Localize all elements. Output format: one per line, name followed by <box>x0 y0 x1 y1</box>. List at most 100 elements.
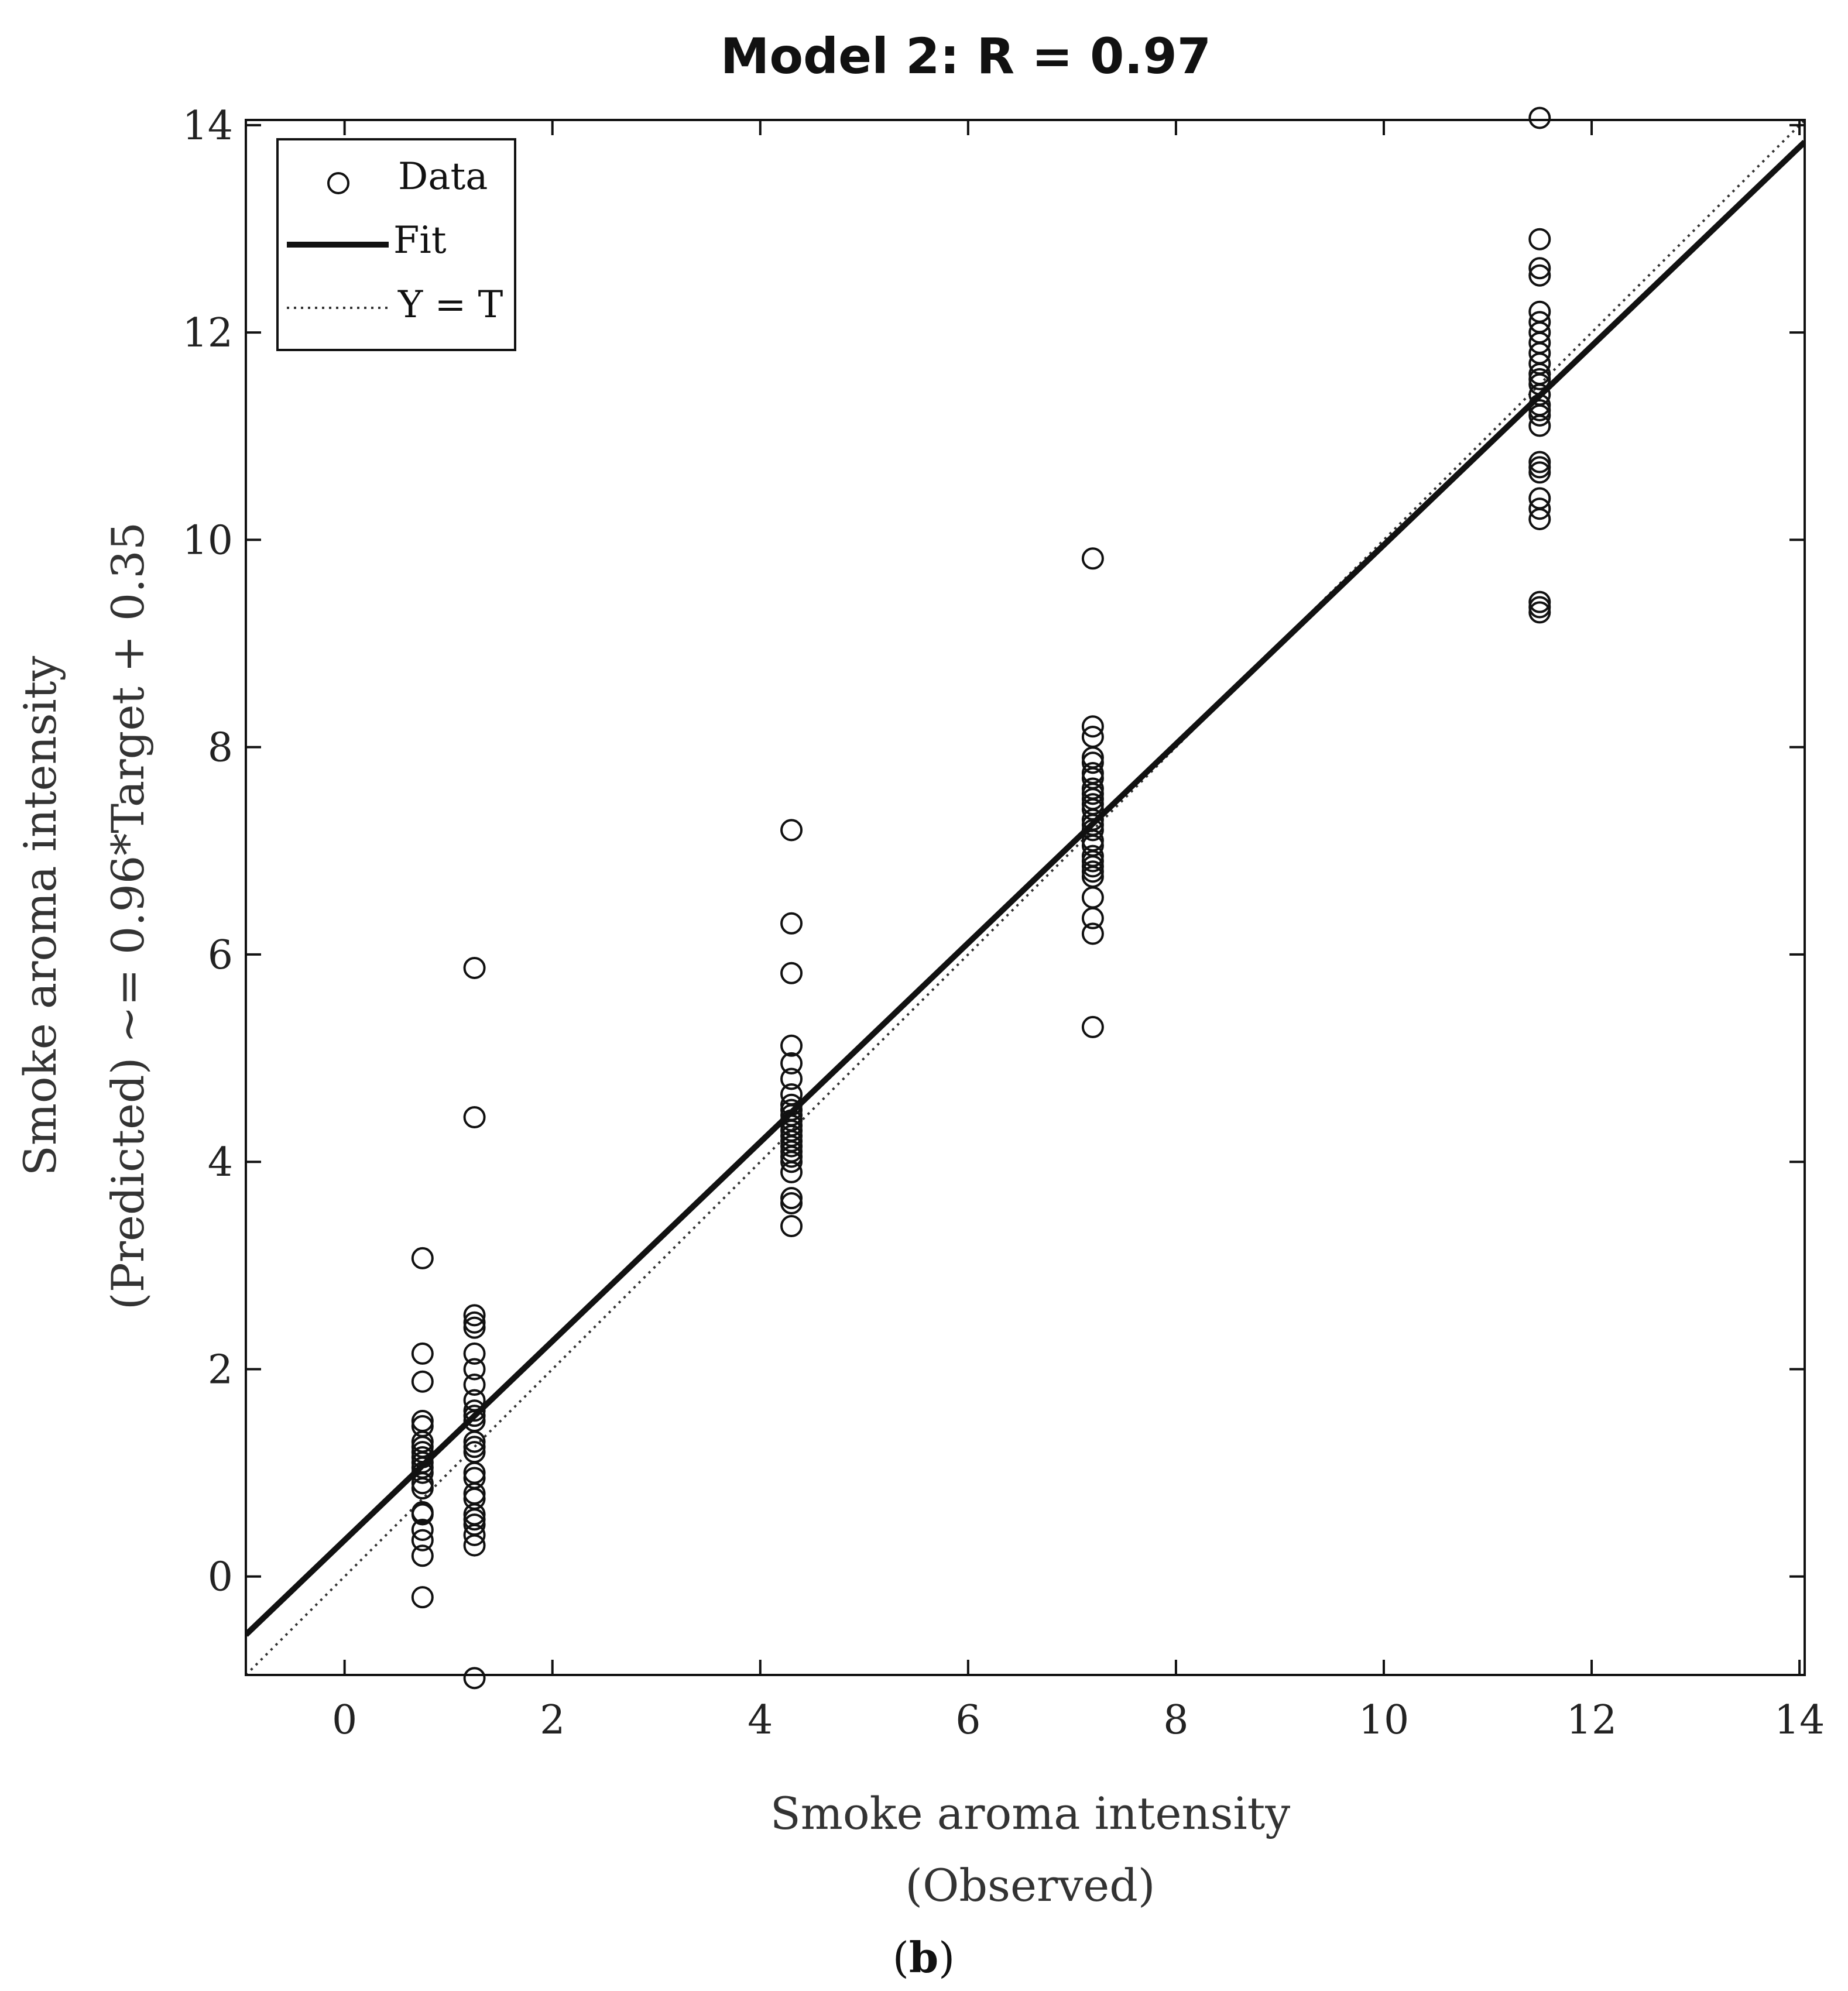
data-point-2-17 <box>780 1067 803 1090</box>
data-point-4-8 <box>1528 451 1551 473</box>
data-point-2-16 <box>780 1083 803 1106</box>
data-point-2-19 <box>780 1034 803 1057</box>
data-point-0-11 <box>411 1446 434 1469</box>
data-point-4-24 <box>1528 257 1551 280</box>
panel-label-close: ) <box>938 1933 955 1982</box>
data-point-0-16 <box>411 1410 434 1433</box>
legend-data-label: Data <box>398 155 488 198</box>
data-point-4-22 <box>1528 300 1551 323</box>
x-axis-label-line-1: Smoke aroma intensity <box>770 1787 1291 1839</box>
data-point-1-4 <box>463 1508 486 1531</box>
data-point-3-23 <box>1081 725 1104 748</box>
data-point-2-18 <box>780 1052 803 1075</box>
y-tick-label-4: 8 <box>208 725 233 771</box>
x-tick-label-3: 6 <box>955 1697 980 1743</box>
x-axis-label-line-2: (Observed) <box>905 1859 1155 1911</box>
lines-layer <box>246 120 1805 1675</box>
chart-title: Model 2: R = 0.97 <box>721 28 1212 85</box>
y-tick-label-5: 10 <box>182 517 233 564</box>
data-point-0-17 <box>411 1370 434 1393</box>
data-point-0-0 <box>411 1586 434 1609</box>
data-point-0-19 <box>411 1247 434 1269</box>
x-tick-label-0: 0 <box>332 1697 357 1743</box>
data-point-4-4 <box>1528 497 1551 520</box>
data-point-3-24 <box>1081 715 1104 738</box>
data-point-1-15 <box>463 1399 486 1422</box>
data-point-4-2 <box>1528 591 1551 613</box>
data-point-1-10 <box>463 1441 486 1464</box>
data-point-4-23 <box>1528 264 1551 287</box>
identity-line <box>246 120 1805 1675</box>
data-point-3-2 <box>1081 907 1104 929</box>
data-point-2-20 <box>780 962 803 984</box>
x-tick-label-4: 8 <box>1163 1697 1188 1743</box>
data-point-1-22 <box>463 1304 486 1327</box>
y-tick-label-6: 12 <box>182 310 233 356</box>
data-point-1-6 <box>463 1487 486 1510</box>
data-point-1-17 <box>463 1374 486 1396</box>
data-points <box>411 107 1551 1690</box>
x-tick-label-5: 10 <box>1359 1697 1410 1743</box>
data-point-1-11 <box>463 1436 486 1458</box>
x-tick-label-1: 2 <box>540 1697 565 1743</box>
data-point-0-5 <box>411 1501 434 1523</box>
data-point-4-0 <box>1528 601 1551 624</box>
data-point-3-1 <box>1081 922 1104 945</box>
y-tick-label-7: 14 <box>182 103 233 149</box>
data-point-0-15 <box>411 1415 434 1437</box>
data-point-0-1 <box>411 1544 434 1567</box>
data-point-2-2 <box>780 1187 803 1210</box>
data-point-1-16 <box>463 1389 486 1412</box>
data-point-2-22 <box>780 819 803 842</box>
data-point-1-20 <box>463 1316 486 1339</box>
x-tick-label-2: 4 <box>748 1697 773 1743</box>
data-point-4-6 <box>1528 461 1551 484</box>
x-tick-label-6: 12 <box>1566 1697 1617 1743</box>
y-tick-label-3: 6 <box>208 932 233 979</box>
data-point-4-5 <box>1528 487 1551 510</box>
data-point-3-8 <box>1081 845 1104 867</box>
data-point-3-15 <box>1081 793 1104 816</box>
data-point-2-1 <box>780 1192 803 1215</box>
fit-line <box>246 139 1805 1637</box>
data-point-0-18 <box>411 1342 434 1365</box>
data-point-4-1 <box>1528 596 1551 619</box>
y-tick-label-1: 2 <box>208 1347 233 1393</box>
data-point-1-19 <box>463 1342 486 1365</box>
panel-label-letter: b <box>909 1932 938 1982</box>
data-point-1-9 <box>463 1461 486 1484</box>
plot-frame <box>245 119 1806 1676</box>
data-point-3-0 <box>1081 1015 1104 1038</box>
data-point-1-8 <box>463 1467 486 1489</box>
legend-data-marker <box>327 172 349 194</box>
data-point-4-15 <box>1528 368 1551 390</box>
legend-fit-label: Fit <box>393 219 447 262</box>
data-point-4-7 <box>1528 456 1551 479</box>
data-point-3-20 <box>1081 761 1104 784</box>
data-point-4-26 <box>1528 107 1551 129</box>
data-point-4-11 <box>1528 399 1551 421</box>
data-point-1-24 <box>463 956 486 979</box>
data-point-3-18 <box>1081 777 1104 800</box>
data-point-2-0 <box>780 1215 803 1238</box>
data-point-0-2 <box>411 1529 434 1551</box>
axes <box>245 119 1806 1676</box>
data-point-1-3 <box>463 1513 486 1536</box>
panel-label-open: ( <box>893 1933 909 1982</box>
data-point-1-23 <box>463 1106 486 1129</box>
x-tick-label-7: 14 <box>1774 1697 1825 1743</box>
data-point-2-14 <box>780 1099 803 1121</box>
panel-label: (b) <box>893 1932 955 1982</box>
data-point-0-3 <box>411 1519 434 1542</box>
y-axis-label-line-2: (Predicted) ~= 0.96*Target + 0.35 <box>102 522 154 1310</box>
data-point-3-25 <box>1081 547 1104 570</box>
legend: Data Fit Y = T <box>276 138 516 351</box>
data-point-2-21 <box>780 912 803 935</box>
tick-labels: 0 2 4 6 8 10 12 14 0 2 4 6 8 10 12 14 <box>182 103 1825 1743</box>
data-point-2-12 <box>780 1109 803 1132</box>
y-tick-label-2: 4 <box>208 1139 233 1186</box>
data-point-4-25 <box>1528 228 1551 250</box>
data-point-1-18 <box>463 1358 486 1381</box>
data-point-3-21 <box>1081 751 1104 774</box>
